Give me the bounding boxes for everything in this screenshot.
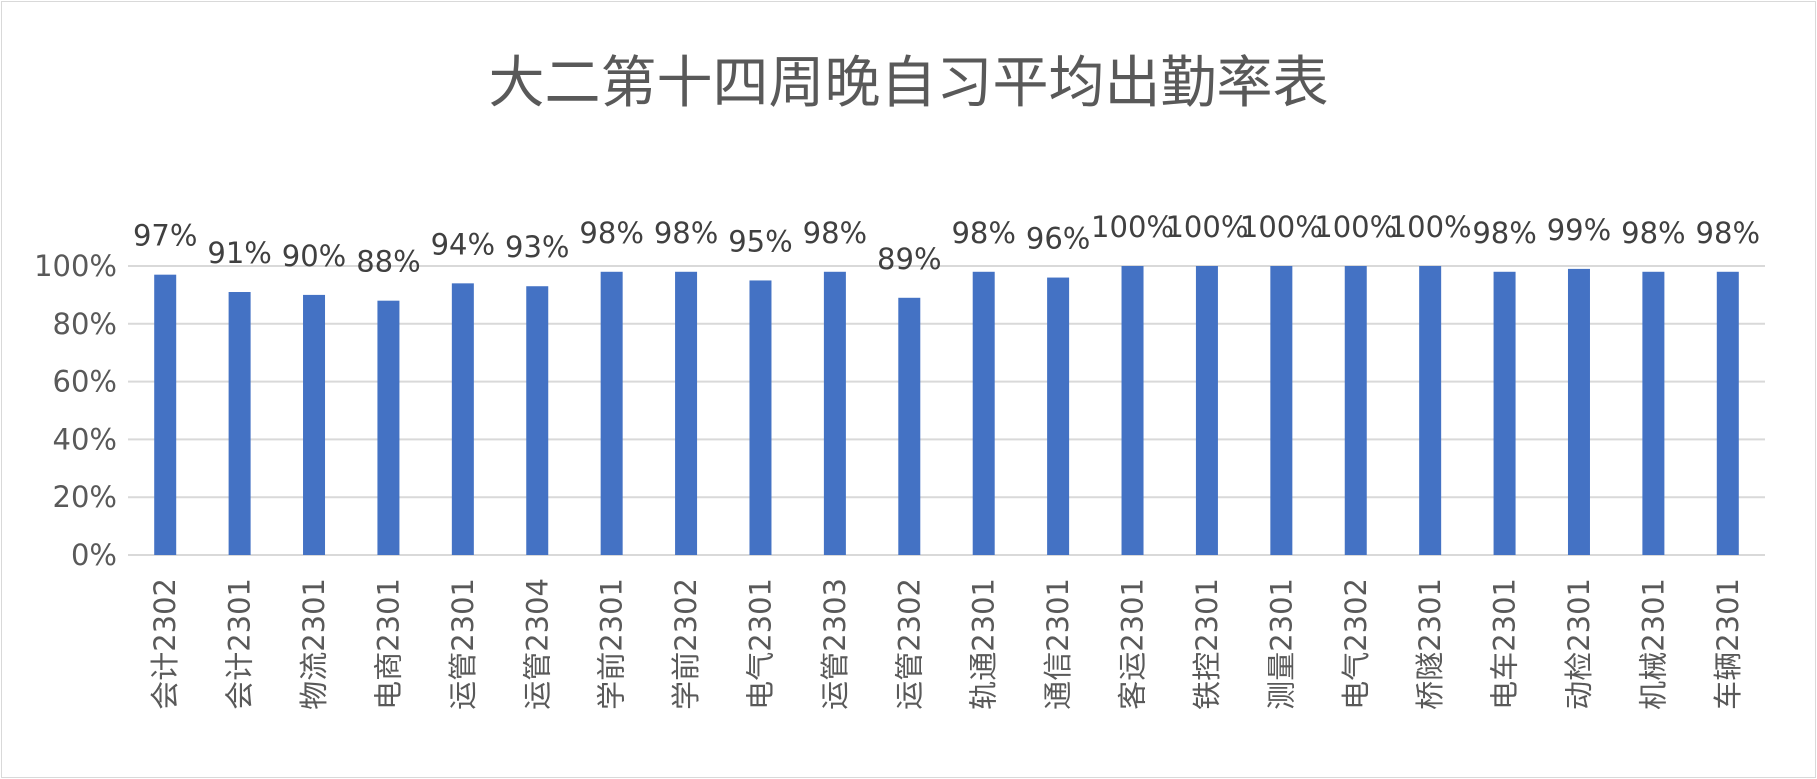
data-label: 98%: [579, 216, 643, 250]
data-label: 93%: [505, 230, 569, 264]
bar: [1270, 266, 1293, 555]
data-label: 100%: [1389, 210, 1472, 244]
category-label: 电气2301: [743, 578, 777, 710]
category-label: 客运2301: [1116, 578, 1150, 710]
data-label: 97%: [133, 219, 197, 253]
category-label: 会计2302: [148, 578, 182, 710]
bar: [1344, 266, 1367, 555]
bar: [451, 283, 474, 555]
category-label: 会计2301: [223, 578, 257, 710]
bar: [823, 271, 846, 555]
bar: [972, 271, 995, 555]
category-label: 电车2301: [1488, 578, 1522, 710]
bar: [675, 271, 698, 555]
data-label: 100%: [1314, 210, 1397, 244]
y-tick-label: 100%: [34, 249, 117, 283]
category-label: 动检2301: [1562, 578, 1596, 710]
bar: [1493, 271, 1516, 555]
bar: [1419, 266, 1442, 555]
category-label: 机械2301: [1636, 578, 1670, 710]
category-label: 物流2301: [297, 578, 331, 710]
y-tick-label: 80%: [53, 307, 117, 341]
category-label: 电商2301: [371, 578, 405, 710]
y-tick-label: 40%: [53, 422, 117, 456]
category-labels: 会计2302 会计2301 物流2301 电商2301 运管2301 运管2304 学前23…: [148, 578, 1745, 710]
category-label: 轨通2301: [967, 578, 1001, 710]
bar: [749, 280, 772, 555]
data-label: 94%: [431, 227, 495, 261]
bar: [303, 294, 326, 555]
data-label: 98%: [951, 216, 1015, 250]
bar: [1642, 271, 1665, 555]
chart-title: 大二第十四周晚自习平均出勤率表: [488, 51, 1329, 116]
category-label: 运管2303: [818, 578, 852, 710]
bar: [1567, 268, 1590, 555]
bar: [154, 274, 177, 555]
category-label: 学前2301: [595, 578, 629, 710]
data-label: 90%: [282, 239, 346, 273]
data-label: 88%: [356, 245, 420, 279]
data-label: 91%: [207, 236, 271, 270]
y-axis-tick-labels: 0% 20% 40% 60% 80% 100%: [34, 249, 117, 572]
data-label: 98%: [803, 216, 867, 250]
data-label: 98%: [654, 216, 718, 250]
data-label: 98%: [1696, 216, 1760, 250]
data-label: 100%: [1240, 210, 1323, 244]
y-tick-label: 20%: [53, 480, 117, 514]
data-label: 95%: [728, 224, 792, 258]
bars: [154, 266, 1739, 555]
y-tick-label: 0%: [71, 538, 117, 572]
category-label: 学前2302: [669, 578, 703, 710]
category-label: 通信2301: [1041, 578, 1075, 710]
bar: [1195, 266, 1218, 555]
bar: [228, 292, 251, 555]
category-label: 铁控2301: [1190, 578, 1224, 710]
gridlines: [128, 265, 1765, 556]
data-label: 100%: [1091, 210, 1174, 244]
bar: [600, 271, 623, 555]
category-label: 电气2302: [1339, 578, 1373, 710]
bar: [1716, 271, 1739, 555]
category-label: 运管2301: [446, 578, 480, 710]
bar: [377, 300, 400, 555]
category-label: 桥隧2301: [1413, 578, 1447, 710]
bar: [898, 297, 921, 555]
category-label: 运管2302: [892, 578, 926, 710]
bar: [1121, 266, 1144, 555]
category-label: 运管2304: [520, 578, 554, 710]
data-label: 96%: [1026, 222, 1090, 256]
category-label: 车辆2301: [1711, 578, 1745, 710]
data-label: 89%: [877, 242, 941, 276]
bar: [526, 286, 549, 555]
data-label: 98%: [1621, 216, 1685, 250]
data-label: 100%: [1165, 210, 1248, 244]
y-tick-label: 60%: [53, 365, 117, 399]
data-label: 99%: [1547, 213, 1611, 247]
data-labels: 97%91% 90% 88%94% 93% 98% 98% 95% 98%89%98% 96% 1…: [133, 210, 1760, 279]
data-label: 98%: [1472, 216, 1536, 250]
bar: [1047, 277, 1070, 555]
category-label: 测量2301: [1264, 578, 1298, 710]
